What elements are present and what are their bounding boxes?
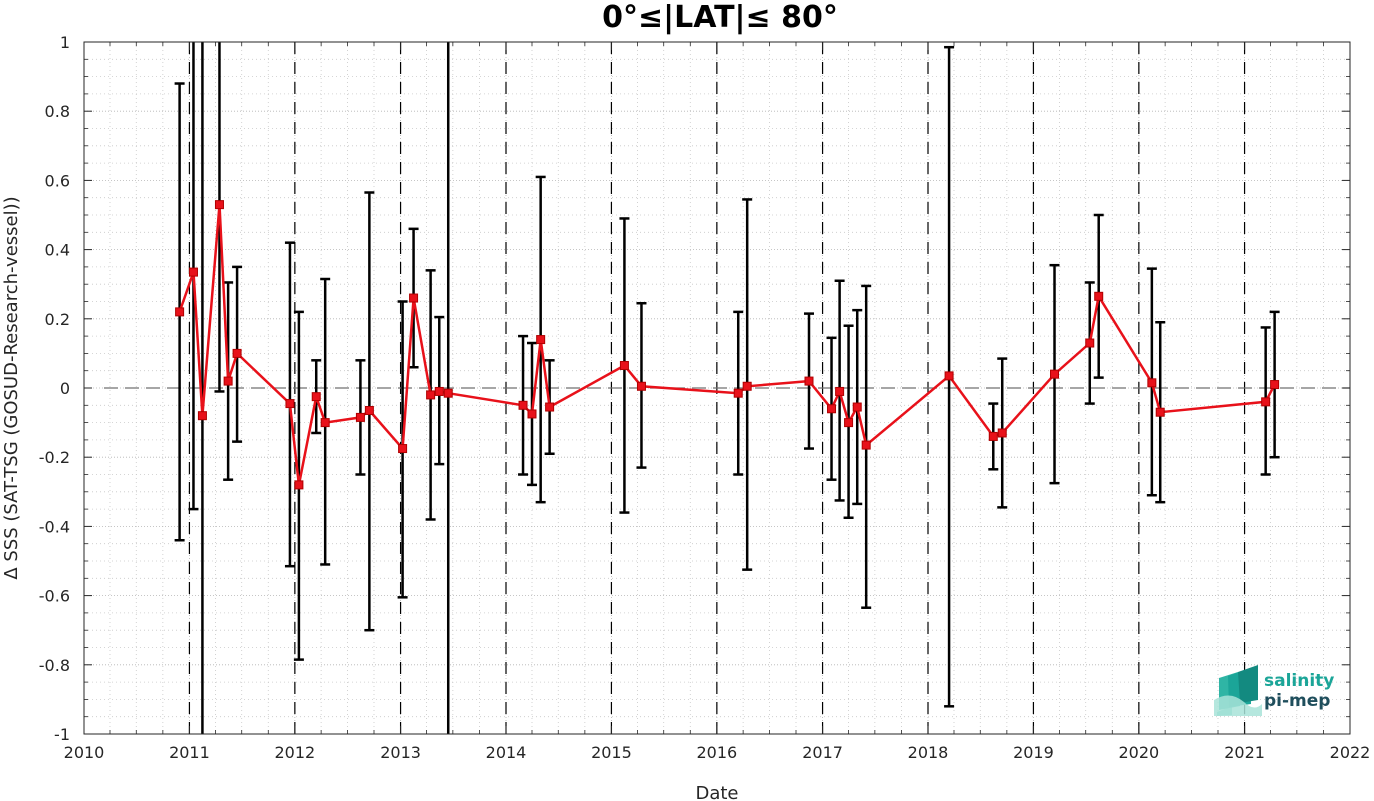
x-tick-label: 2014 — [486, 743, 527, 762]
data-point — [1147, 378, 1157, 388]
y-tick-label: 0.2 — [45, 310, 70, 329]
y-tick-labels: -1 -0.8 -0.6 -0.4 -0.2 0 0.2 0.4 0.6 0.8 1 — [39, 33, 70, 744]
y-tick-label: 0.4 — [45, 241, 70, 260]
data-point — [311, 392, 321, 402]
data-point — [988, 431, 998, 441]
salinity-pi-mep-logo: salinity pi-mep — [1214, 665, 1334, 716]
x-tick-labels: 2010 2011 2012 2013 2014 2015 2016 2017 2018 2019… — [64, 743, 1371, 762]
data-point — [294, 480, 304, 490]
data-point — [364, 405, 374, 415]
x-axis-label: Date — [695, 783, 738, 801]
data-point — [852, 402, 862, 412]
data-point — [619, 361, 629, 371]
data-point — [944, 371, 954, 381]
data-point — [844, 418, 854, 428]
data-point — [636, 381, 646, 391]
data-point — [285, 399, 295, 409]
data-point — [320, 418, 330, 428]
x-tick-label: 2019 — [1013, 743, 1054, 762]
y-tick-label: 0 — [60, 379, 70, 398]
data-point — [409, 293, 419, 303]
data-point — [223, 376, 233, 386]
data-point — [175, 307, 185, 317]
y-tick-label: -0.8 — [39, 656, 70, 675]
data-point — [197, 411, 207, 421]
axis-ticks — [83, 41, 1351, 735]
x-tick-label: 2018 — [908, 743, 949, 762]
x-tick-label: 2012 — [274, 743, 315, 762]
logo-mark-icon — [1214, 665, 1262, 716]
x-tick-label: 2016 — [696, 743, 737, 762]
data-point — [742, 381, 752, 391]
y-tick-label: -0.6 — [39, 587, 70, 606]
x-tick-label: 2011 — [169, 743, 210, 762]
data-point — [434, 386, 444, 396]
chart-title: 0°≤|LAT|≤ 80° — [602, 0, 838, 35]
data-markers — [175, 200, 1280, 490]
series-line — [178, 204, 1276, 486]
logo-text-line1: salinity — [1264, 671, 1334, 691]
x-tick-label: 2013 — [380, 743, 421, 762]
data-point — [1050, 369, 1060, 379]
y-tick-label: -1 — [54, 725, 70, 744]
data-point — [1270, 380, 1280, 390]
x-tick-label: 2020 — [1118, 743, 1159, 762]
data-point — [214, 200, 224, 210]
data-point — [1155, 407, 1165, 417]
data-point — [733, 388, 743, 398]
data-point — [398, 444, 408, 454]
data-point — [1261, 397, 1271, 407]
data-point — [426, 390, 436, 400]
data-point — [536, 335, 546, 345]
x-tick-label: 2022 — [1330, 743, 1371, 762]
data-point — [545, 402, 555, 412]
data-point — [835, 386, 845, 396]
data-point — [804, 376, 814, 386]
data-point — [518, 400, 528, 410]
data-point — [355, 412, 365, 422]
data-point — [527, 409, 537, 419]
y-tick-label: -0.4 — [39, 517, 70, 536]
x-tick-label: 2015 — [591, 743, 632, 762]
data-point — [443, 388, 453, 398]
x-tick-label: 2010 — [64, 743, 105, 762]
data-point — [188, 267, 198, 277]
y-tick-label: 0.8 — [45, 102, 70, 121]
data-point — [861, 440, 871, 450]
y-tick-label: 0.6 — [45, 171, 70, 190]
logo-text-line2: pi-mep — [1264, 691, 1330, 711]
data-point — [997, 428, 1007, 438]
y-axis-label: Δ SSS (SAT-TSG (GOSUD-Research-vessel)) — [1, 196, 22, 579]
data-point — [1094, 291, 1104, 301]
data-point — [232, 348, 242, 358]
x-tick-label: 2017 — [802, 743, 843, 762]
y-tick-label: 1 — [60, 33, 70, 52]
data-point — [827, 404, 837, 414]
x-tick-label: 2021 — [1224, 743, 1265, 762]
y-tick-label: -0.2 — [39, 448, 70, 467]
data-point — [1085, 338, 1095, 348]
